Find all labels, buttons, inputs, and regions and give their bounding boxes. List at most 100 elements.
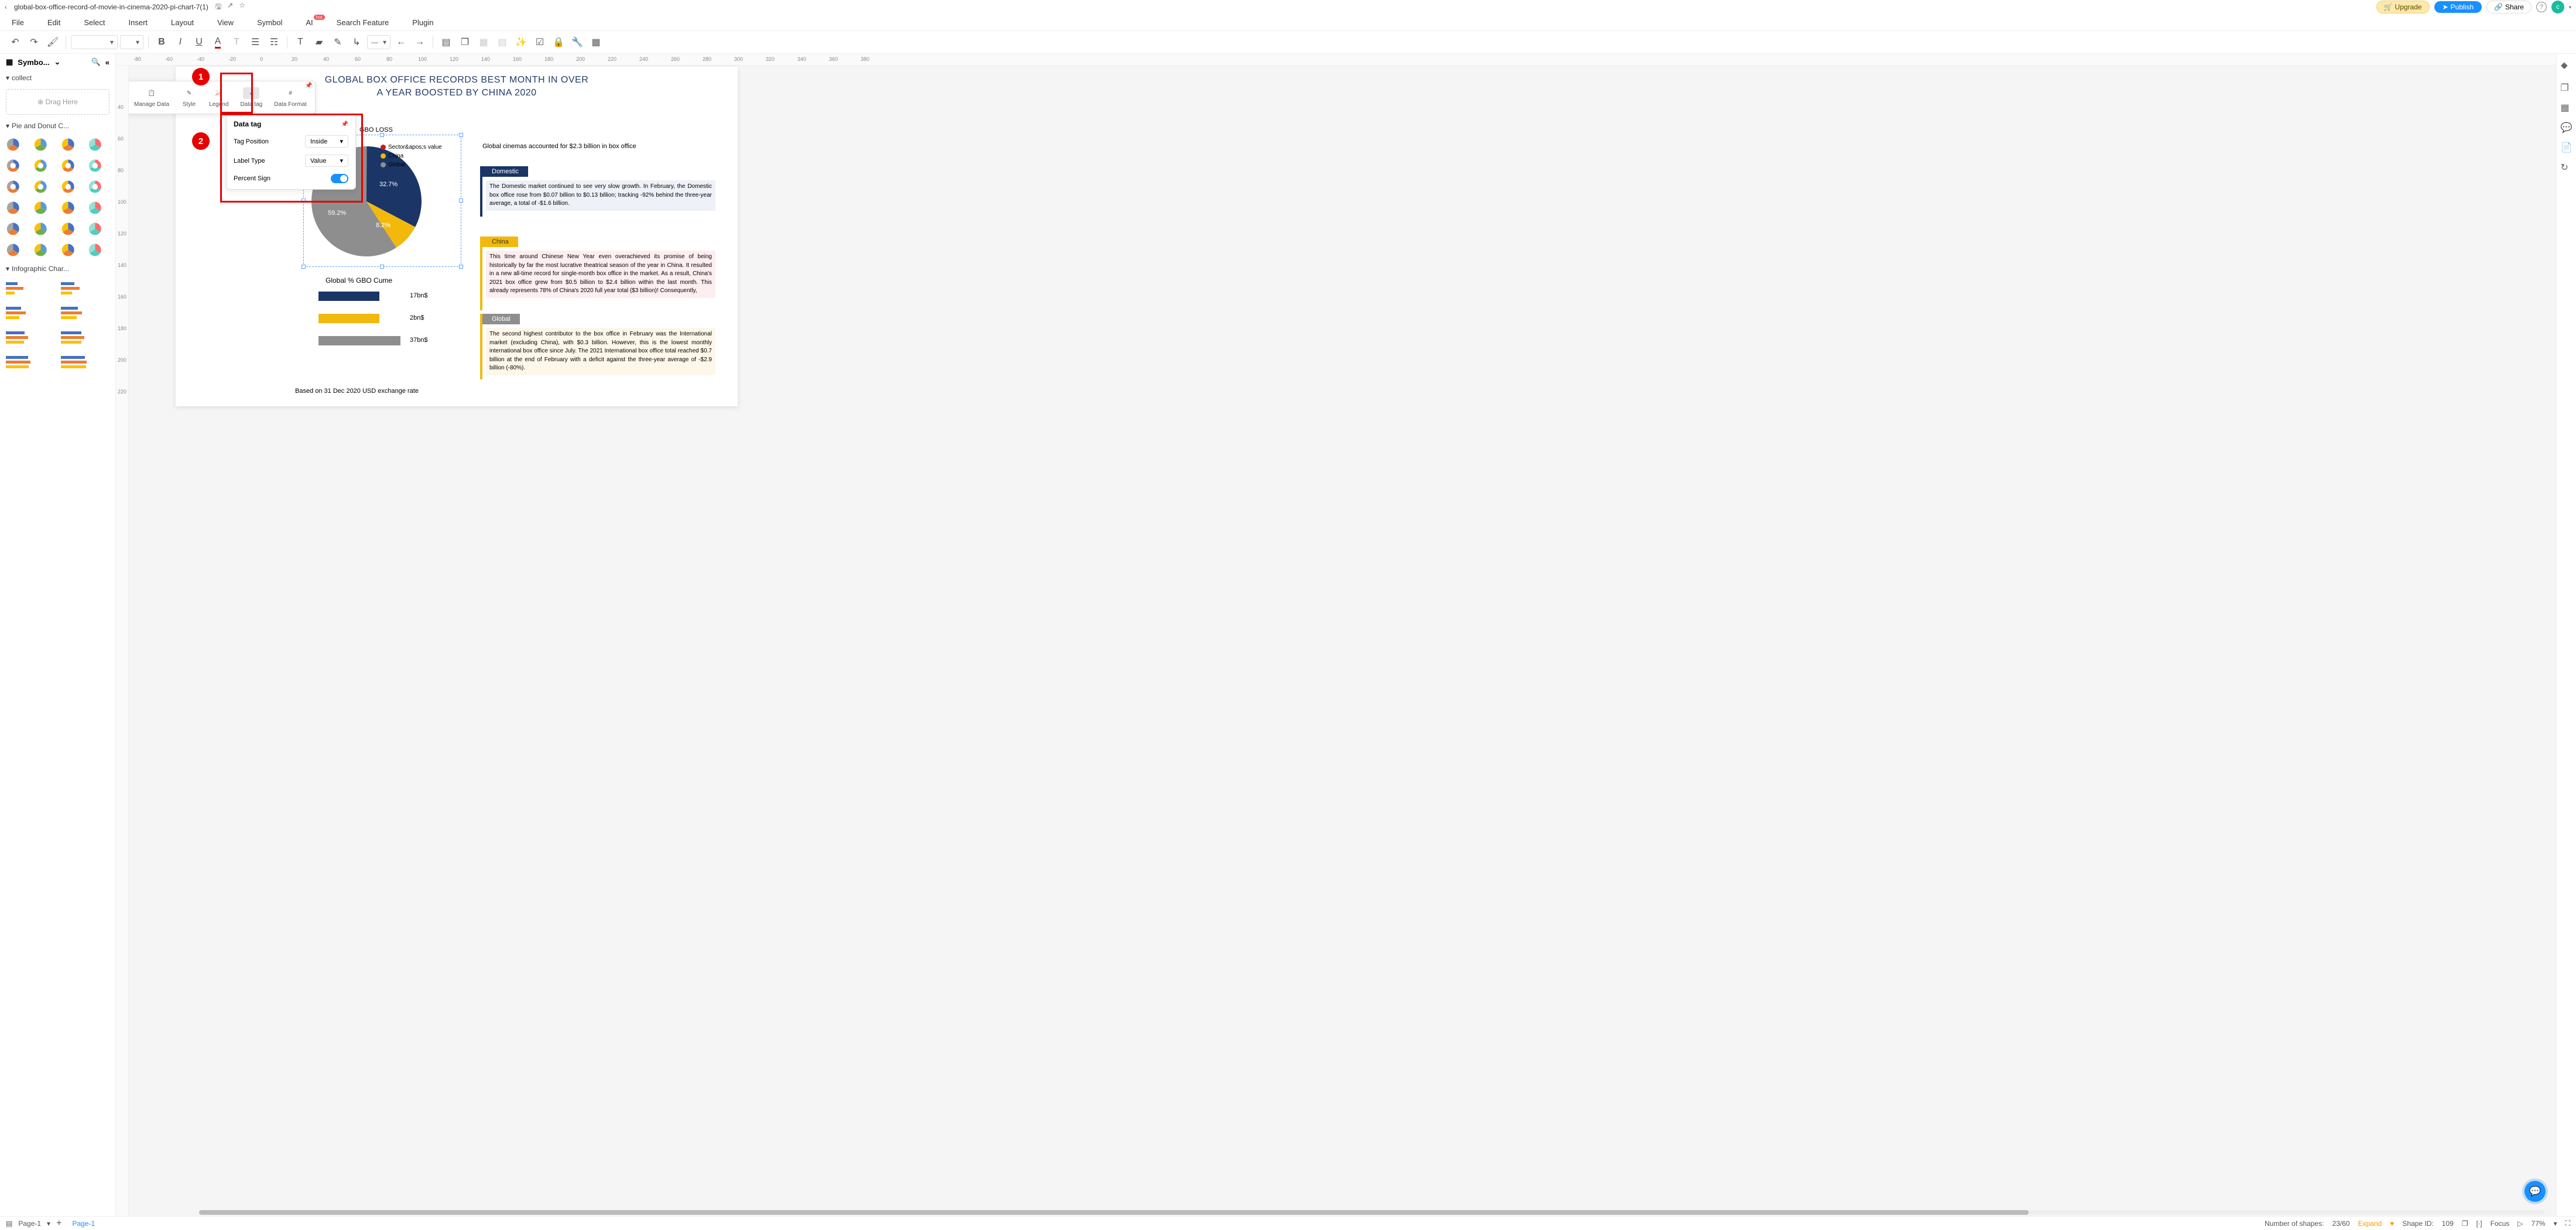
zoom-value[interactable]: 77%	[2532, 1219, 2546, 1228]
pin-icon[interactable]: 📌	[305, 83, 312, 89]
menu-search-feature[interactable]: Search Feature	[337, 18, 389, 27]
ai-enhance-icon[interactable]: ✨	[513, 34, 529, 50]
page-tab[interactable]: Page-1	[67, 1219, 100, 1228]
font-family-select[interactable]: ▾	[71, 35, 118, 49]
tools-icon[interactable]: 🔧	[569, 34, 585, 50]
label-type-select[interactable]: Value▾	[305, 155, 348, 167]
page-settings-icon[interactable]: ▦	[588, 34, 604, 50]
collapse-panel-icon[interactable]: «	[105, 58, 109, 67]
align-v-icon[interactable]: ☶	[266, 34, 282, 50]
chart-thumb[interactable]	[32, 157, 54, 174]
star-icon[interactable]: ☆	[239, 1, 245, 13]
menu-insert[interactable]: Insert	[129, 18, 148, 27]
comment-icon[interactable]: 💬	[2561, 122, 2572, 133]
menu-file[interactable]: File	[12, 18, 24, 27]
page-selector-dropdown-icon[interactable]: ▾	[47, 1219, 50, 1228]
menu-view[interactable]: View	[217, 18, 234, 27]
chart-thumb[interactable]	[87, 241, 109, 259]
chart-toolbar-data-tag[interactable]: ◕Data tag	[234, 85, 268, 110]
chart-thumb[interactable]	[60, 279, 107, 300]
align-objects-icon[interactable]: ▤	[494, 34, 511, 50]
shadow-icon[interactable]: ▤	[438, 34, 454, 50]
highlight-icon[interactable]: T	[228, 34, 245, 50]
back-icon[interactable]: ‹	[5, 3, 7, 11]
font-color-icon[interactable]: A	[210, 34, 226, 50]
chart-thumb[interactable]	[32, 241, 54, 259]
avatar[interactable]: c	[2551, 1, 2564, 13]
expand-link[interactable]: Expand	[2358, 1219, 2382, 1228]
undo-icon[interactable]: ↶	[7, 34, 23, 50]
drop-zone[interactable]: ⊕ Drag Here	[6, 89, 109, 115]
pages-icon[interactable]: ▤	[6, 1219, 12, 1228]
upgrade-button[interactable]: 🛒 Upgrade	[2376, 1, 2430, 13]
focus-label[interactable]: Focus	[2491, 1219, 2510, 1228]
chart-thumb[interactable]	[5, 328, 52, 349]
font-size-select[interactable]: ▾	[120, 35, 143, 49]
pin-icon[interactable]: 📌	[341, 121, 348, 128]
menu-select[interactable]: Select	[84, 18, 105, 27]
lock-icon[interactable]: 🔒	[550, 34, 567, 50]
play-icon[interactable]: ▷	[2517, 1219, 2523, 1228]
collect-section[interactable]: ▾ collect	[0, 70, 115, 85]
menu-symbol[interactable]: Symbol	[257, 18, 282, 27]
connector-icon[interactable]: ↳	[348, 34, 365, 50]
share-button[interactable]: 🔗 Share	[2486, 1, 2532, 13]
menu-layout[interactable]: Layout	[171, 18, 194, 27]
group-icon[interactable]: ▦	[475, 34, 492, 50]
bold-icon[interactable]: B	[153, 34, 170, 50]
menu-plugin[interactable]: Plugin	[412, 18, 433, 27]
layer-icon[interactable]: ❐	[457, 34, 473, 50]
italic-icon[interactable]: I	[172, 34, 189, 50]
page-selector[interactable]: Page-1	[18, 1219, 41, 1228]
arrow-start-icon[interactable]: ←	[393, 34, 409, 50]
chart-thumb[interactable]	[5, 352, 52, 374]
focus-icon[interactable]: [∙]	[2476, 1219, 2482, 1228]
redo-icon[interactable]: ↷	[26, 34, 42, 50]
line-style-select[interactable]: —▾	[367, 35, 390, 49]
zoom-dropdown-icon[interactable]: ▾	[2554, 1219, 2557, 1228]
chart-toolbar-manage-data[interactable]: 📋Manage Data	[129, 85, 175, 110]
chart-thumb[interactable]	[60, 220, 82, 238]
search-icon[interactable]: 🔍	[91, 57, 101, 67]
chart-thumb[interactable]	[87, 220, 109, 238]
layers-icon[interactable]: ❐	[2561, 82, 2572, 94]
export-icon[interactable]: ↗	[227, 1, 233, 13]
diamond-icon[interactable]: ⯁	[2561, 62, 2572, 74]
tag-position-select[interactable]: Inside▾	[305, 135, 348, 148]
chart-thumb[interactable]	[5, 279, 52, 300]
menu-edit[interactable]: Edit	[47, 18, 60, 27]
chart-thumb[interactable]	[60, 199, 82, 217]
help-icon[interactable]: ?	[2536, 2, 2547, 12]
chart-thumb[interactable]	[5, 199, 27, 217]
chart-thumb[interactable]	[60, 328, 107, 349]
chart-thumb[interactable]	[87, 136, 109, 153]
arrow-end-icon[interactable]: →	[412, 34, 428, 50]
heart-icon[interactable]: ♥	[2390, 1219, 2394, 1228]
format-painter-icon[interactable]: 🖌	[44, 34, 61, 50]
layers-icon[interactable]: ❐	[2462, 1219, 2468, 1228]
chart-thumb[interactable]	[60, 241, 82, 259]
chart-toolbar-style[interactable]: ✎Style	[175, 85, 203, 110]
note-icon[interactable]: 📄	[2561, 142, 2572, 153]
underline-icon[interactable]: U	[191, 34, 207, 50]
chart-thumb[interactable]	[60, 178, 82, 196]
avatar-menu-icon[interactable]: ▾	[2569, 5, 2571, 10]
chart-thumb[interactable]	[87, 199, 109, 217]
menu-ai[interactable]: AIhot	[306, 18, 313, 27]
pie-section[interactable]: ▾ Pie and Donut C...	[0, 118, 115, 133]
scroll-horizontal[interactable]	[199, 1210, 2544, 1215]
chart-thumb[interactable]	[87, 178, 109, 196]
save-icon[interactable]: 🖫	[215, 1, 221, 13]
chart-thumb[interactable]	[32, 199, 54, 217]
align-h-icon[interactable]: ☰	[247, 34, 263, 50]
assistant-button[interactable]: 💬	[2524, 1181, 2546, 1202]
add-page-icon[interactable]: +	[56, 1218, 61, 1229]
chart-thumb[interactable]	[5, 178, 27, 196]
fill-icon[interactable]: ▰	[311, 34, 327, 50]
chart-thumb[interactable]	[60, 303, 107, 324]
chart-thumb[interactable]	[5, 220, 27, 238]
chart-thumb[interactable]	[5, 157, 27, 174]
chart-thumb[interactable]	[32, 178, 54, 196]
fullscreen-icon[interactable]: ⛶	[2565, 1219, 2570, 1228]
history-icon[interactable]: ↻	[2561, 162, 2572, 173]
